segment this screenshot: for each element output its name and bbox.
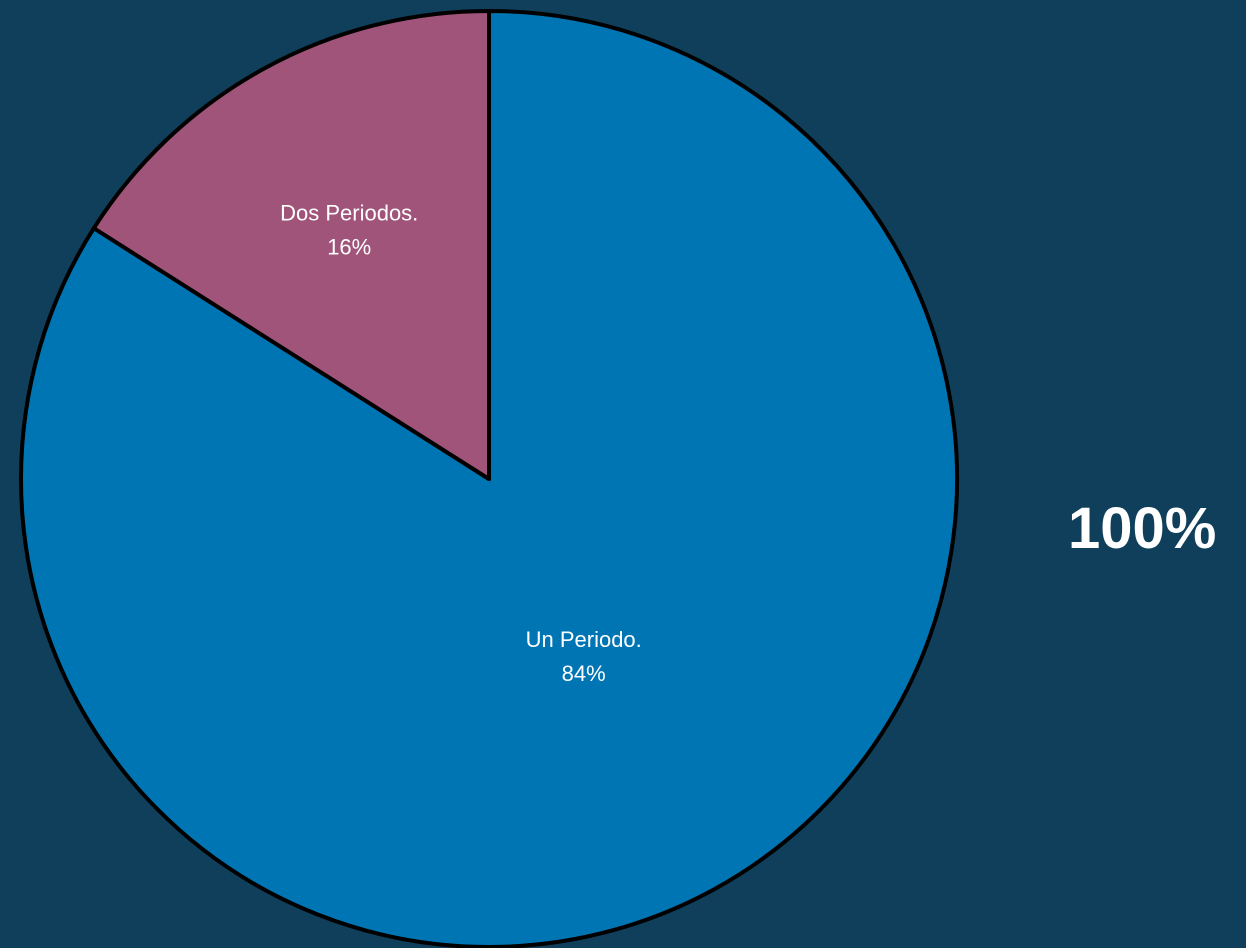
- slice-label-2: Dos Periodos. 16%: [280, 201, 418, 260]
- slice-name: Un Periodo.: [526, 627, 642, 652]
- slice-label-1: Un Periodo. 84%: [526, 627, 642, 686]
- slice-percent: 84%: [562, 661, 606, 686]
- pie-slice-2: [91, 9, 491, 481]
- slice-percent: 16%: [327, 235, 371, 260]
- total-percentage: 100%: [1068, 496, 1217, 561]
- slice-name: Dos Periodos.: [280, 201, 418, 226]
